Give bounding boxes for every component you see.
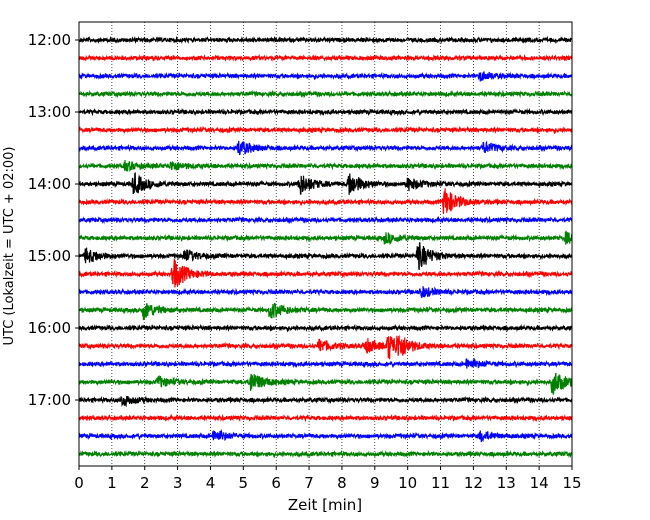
x-tick-label: 10 <box>398 474 417 492</box>
trace-1430 <box>78 215 573 225</box>
trace-1445 <box>78 230 573 246</box>
plot-frame <box>78 21 573 467</box>
x-axis: 0 1 2 3 4 5 6 7 8 9 10 11 12 13 14 15 <box>74 466 582 492</box>
trace-1600 <box>78 323 573 333</box>
trace-1315 <box>78 125 573 135</box>
trace-1230 <box>78 71 573 82</box>
x-tick-label: 1 <box>107 474 117 492</box>
trace-1715 <box>78 413 573 423</box>
x-tick-label: 6 <box>271 474 281 492</box>
trace-group <box>78 35 573 459</box>
trace-1345 <box>78 159 573 172</box>
x-tick-label: 5 <box>239 474 249 492</box>
trace-1745 <box>78 449 573 459</box>
y-tick-label: 17:00 <box>28 391 71 409</box>
x-tick-label: 0 <box>74 474 84 492</box>
trace-1700 <box>78 395 573 408</box>
trace-1530 <box>78 286 573 299</box>
x-tick-label: 15 <box>562 474 581 492</box>
trace-1330 <box>78 140 573 156</box>
x-tick-label: 2 <box>140 474 150 492</box>
trace-1200 <box>78 35 573 45</box>
x-tick-label: 14 <box>530 474 549 492</box>
y-tick-label: 14:00 <box>28 175 71 193</box>
x-tick-label: 4 <box>206 474 216 492</box>
trace-1615 <box>78 335 573 360</box>
trace-1215 <box>78 53 573 62</box>
y-tick-label: 12:00 <box>28 31 71 49</box>
trace-1300 <box>78 107 573 117</box>
x-axis-label: Zeit [min] <box>288 496 362 514</box>
x-tick-label: 12 <box>464 474 483 492</box>
y-tick-label: 13:00 <box>28 103 71 121</box>
y-axis: 12:00 13:00 14:00 15:00 16:00 17:00 <box>28 31 79 409</box>
trace-1630 <box>78 357 573 369</box>
grid-lines <box>111 22 540 466</box>
trace-1730 <box>78 428 573 443</box>
y-axis-label: UTC (Lokalzeit = UTC + 02:00) <box>2 147 17 346</box>
trace-1545 <box>78 302 573 321</box>
x-tick-label: 8 <box>337 474 347 492</box>
x-tick-label: 7 <box>304 474 314 492</box>
y-tick-label: 16:00 <box>28 319 71 337</box>
x-tick-label: 9 <box>370 474 380 492</box>
x-tick-label: 11 <box>431 474 450 492</box>
x-tick-label: 13 <box>497 474 516 492</box>
trace-1415 <box>78 188 573 214</box>
x-tick-label: 3 <box>173 474 183 492</box>
trace-1515 <box>78 258 573 288</box>
y-tick-label: 15:00 <box>28 247 71 265</box>
trace-1645 <box>78 372 573 395</box>
trace-1500 <box>78 242 573 270</box>
trace-1400 <box>78 172 573 195</box>
trace-1245 <box>78 89 573 99</box>
